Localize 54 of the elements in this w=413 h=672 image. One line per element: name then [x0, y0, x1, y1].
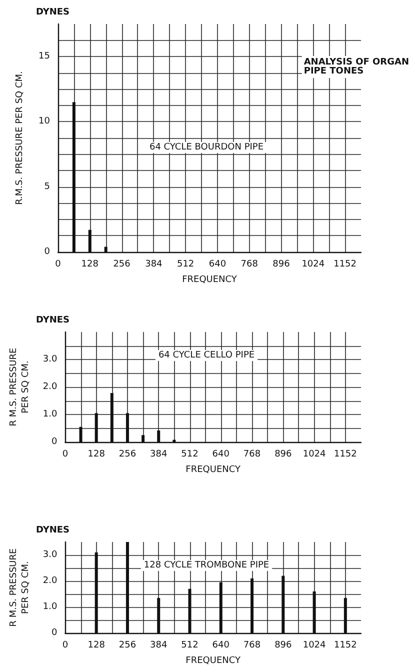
y-axis-title: R M.S. PRESSURE PER SQ CM.	[9, 548, 31, 627]
x-tick-label: 1024	[302, 260, 325, 270]
x-tick-label: 384	[150, 450, 168, 460]
y-tick-label: 5	[44, 182, 50, 192]
y-tick-label: 3.0	[42, 550, 58, 560]
x-tick-label: 256	[113, 260, 131, 270]
y-tick-label: 1.0	[42, 410, 58, 420]
x-tick-label: 384	[150, 640, 168, 651]
text: DYNES	[36, 526, 70, 536]
x-tick-label: 384	[145, 260, 163, 270]
x-tick-label: 512	[181, 640, 198, 651]
x-axis-title: FREQUENCY	[186, 656, 242, 666]
x-tick-label: 0	[62, 450, 68, 460]
x-tick-label: 1024	[302, 640, 326, 651]
x-tick-label: 1152	[334, 260, 357, 270]
text: 64 CYCLE CELLO PIPE	[158, 350, 255, 360]
annotation: ANALYSIS OF ORGAN PIPE TONES	[304, 58, 410, 76]
text: DYNES	[36, 8, 70, 18]
x-tick-label: 1024	[302, 450, 326, 460]
y-tick-label: 1.0	[42, 602, 58, 612]
text: 64 CYCLE BOURDON PIPE	[149, 142, 264, 152]
x-tick-label: 640	[212, 450, 230, 460]
y-tick-label: 0	[51, 628, 58, 638]
x-tick-label: 896	[274, 640, 292, 651]
x-tick-label: 256	[118, 450, 136, 460]
x-tick-label: 768	[240, 260, 258, 270]
y-axis-title: R.M.S. PRESSURE PER SQ CM.	[15, 71, 25, 205]
x-tick-label: 640	[208, 260, 226, 270]
x-tick-label: 896	[272, 260, 290, 270]
x-tick-label: 128	[88, 640, 106, 651]
x-tick-label: 768	[243, 640, 261, 651]
x-tick-label: 0	[62, 640, 68, 651]
x-tick-label: 512	[176, 260, 194, 270]
x-tick-label: 896	[274, 450, 292, 460]
x-tick-label: 768	[243, 450, 261, 460]
x-tick-label: 256	[118, 640, 136, 651]
x-tick-label: 128	[81, 260, 99, 270]
x-tick-label: 128	[88, 450, 106, 460]
x-tick-label: 1152	[334, 450, 357, 460]
x-axis-title: FREQUENCY	[186, 464, 242, 475]
x-tick-label: 512	[181, 450, 198, 460]
y-tick-label: 2.0	[42, 382, 58, 392]
y-axis-title: R M.S. PRESSURE PER SQ CM.	[9, 347, 31, 426]
x-axis-title: FREQUENCY	[182, 274, 238, 285]
y-tick-label: 2.0	[42, 576, 58, 586]
y-tick-label: 15	[38, 52, 50, 62]
text: DYNES	[36, 316, 70, 326]
y-tick-label: 10	[38, 116, 50, 127]
y-tick-label: 0	[51, 437, 58, 447]
x-tick-label: 1152	[334, 640, 357, 651]
text: 128 CYCLE TROMBONE PIPE	[144, 560, 270, 570]
y-tick-label: 3.0	[42, 354, 58, 364]
y-tick-label: 0	[44, 247, 50, 257]
x-tick-label: 640	[212, 640, 230, 651]
